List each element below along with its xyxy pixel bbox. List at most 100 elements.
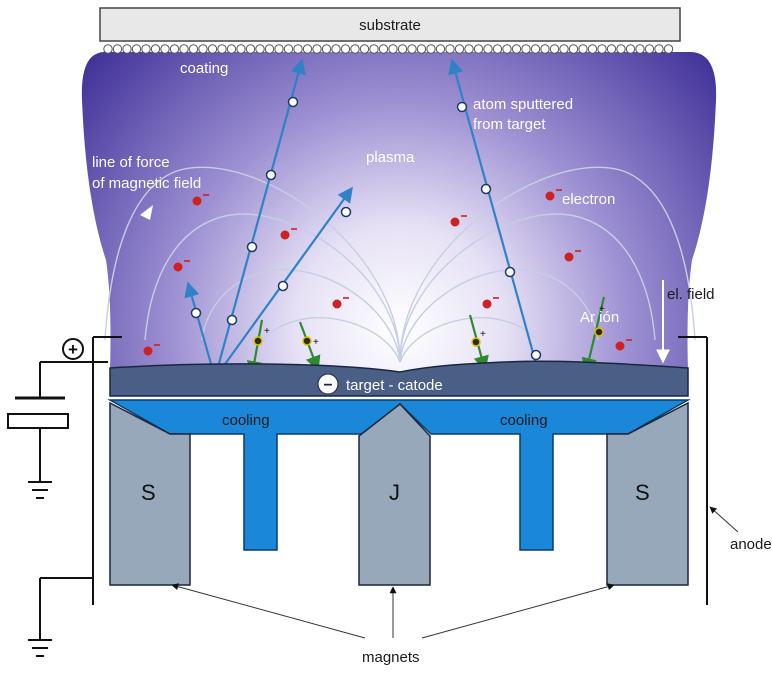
atom-sputtered-label-2: from target bbox=[473, 116, 546, 133]
svg-text:+: + bbox=[599, 304, 605, 315]
coating-atom bbox=[350, 44, 360, 54]
sputtered-atom bbox=[287, 96, 299, 108]
svg-text:+: + bbox=[480, 329, 486, 340]
coating-atom bbox=[473, 44, 484, 54]
coating-atom bbox=[644, 44, 655, 54]
electron-particle bbox=[545, 191, 555, 201]
coating-atom bbox=[635, 44, 645, 54]
coating-atom bbox=[312, 44, 322, 54]
cooling-channel bbox=[107, 399, 691, 551]
sputtered-atom bbox=[246, 241, 258, 253]
plasma-label: plasma bbox=[366, 149, 415, 166]
coating-atom bbox=[331, 44, 341, 54]
electron-particle bbox=[564, 252, 574, 262]
coating-atom bbox=[245, 44, 256, 54]
coating-atom bbox=[663, 44, 674, 54]
sputtered-atom bbox=[226, 314, 238, 326]
magnet-right bbox=[606, 401, 689, 586]
coating-atom bbox=[150, 44, 161, 54]
electron-particle bbox=[192, 196, 202, 206]
argon-ions: + + + + bbox=[253, 304, 605, 348]
coating-atom bbox=[445, 44, 455, 54]
coating-atom bbox=[179, 44, 189, 54]
electron-particle bbox=[173, 262, 183, 272]
coating-atom bbox=[112, 44, 123, 54]
electron-particle bbox=[615, 341, 625, 351]
sputtered-atom bbox=[456, 101, 468, 113]
coating-atom bbox=[426, 44, 436, 54]
sputtered-atom bbox=[277, 280, 289, 292]
field-line-pointer bbox=[140, 205, 153, 220]
coating-atom bbox=[540, 44, 550, 54]
coating-atom bbox=[654, 44, 664, 54]
coating-atom bbox=[549, 44, 560, 54]
electron-particle bbox=[482, 299, 492, 309]
coating-atom bbox=[388, 44, 398, 54]
sputtered-atom bbox=[480, 183, 492, 195]
coating-atom bbox=[302, 44, 313, 54]
sputtered-atom bbox=[504, 266, 516, 278]
coating-atom bbox=[625, 44, 636, 54]
anode-label: anode bbox=[730, 536, 772, 553]
electrons bbox=[143, 189, 632, 356]
magnets-label: magnets bbox=[362, 649, 420, 666]
coating-label: coating bbox=[180, 60, 228, 77]
coating-atom bbox=[521, 44, 531, 54]
coating-atom bbox=[141, 44, 151, 54]
sputtered-atom bbox=[265, 169, 277, 181]
svg-text:+: + bbox=[313, 337, 319, 348]
ar-ion-label: Ar ión bbox=[580, 309, 619, 326]
line-of-force-label-2: of magnetic field bbox=[92, 175, 201, 192]
coating-atom bbox=[131, 44, 142, 54]
coating-atom bbox=[321, 44, 332, 54]
coating-atom bbox=[369, 44, 379, 54]
sputtered-atom bbox=[190, 307, 202, 319]
electron-particle bbox=[280, 230, 290, 240]
magnet-right-label: S bbox=[635, 480, 650, 505]
coating-atom bbox=[378, 44, 389, 54]
magnet-left-label: S bbox=[141, 480, 156, 505]
coating-atom bbox=[483, 44, 493, 54]
coating-atom bbox=[160, 44, 170, 54]
coating-atom bbox=[492, 44, 503, 54]
coating-atom bbox=[207, 44, 218, 54]
coating-atom bbox=[606, 44, 617, 54]
coating-atom bbox=[597, 44, 607, 54]
coating-atom bbox=[198, 44, 208, 54]
coating-atom bbox=[568, 44, 579, 54]
atom-path-1 bbox=[213, 58, 306, 379]
coating-atom bbox=[359, 44, 370, 54]
coating-atom bbox=[435, 44, 446, 54]
coating-atom bbox=[217, 44, 227, 54]
atom-path-4 bbox=[448, 58, 542, 379]
sputtered-atoms bbox=[190, 96, 542, 361]
coating-atom bbox=[274, 44, 284, 54]
plus-sign-icon bbox=[62, 338, 84, 360]
electron-label: electron bbox=[562, 191, 615, 208]
coating-atom bbox=[226, 44, 237, 54]
atom-sputtered-label-1: atom sputtered bbox=[473, 96, 573, 113]
plus-sign-text: + bbox=[68, 340, 78, 359]
coating-atom bbox=[293, 44, 303, 54]
coating-atom bbox=[464, 44, 474, 54]
anode-callout-line bbox=[709, 506, 739, 533]
coating-atom bbox=[283, 44, 294, 54]
coating-atom bbox=[236, 44, 246, 54]
electron-particle bbox=[143, 346, 153, 356]
coating-atom bbox=[169, 44, 180, 54]
sputtered-atom bbox=[340, 206, 352, 218]
coating-atom bbox=[255, 44, 265, 54]
magnet-left bbox=[109, 401, 191, 586]
coating-atom bbox=[416, 44, 427, 54]
coating-atom bbox=[502, 44, 512, 54]
coating-atom bbox=[122, 44, 132, 54]
magnets-callout-lines bbox=[171, 583, 615, 639]
coating-atom bbox=[407, 44, 417, 54]
atom-path-3 bbox=[184, 281, 217, 379]
coating-atom bbox=[340, 44, 351, 54]
cooling-label-right: cooling bbox=[500, 412, 548, 429]
cooling-label-left: cooling bbox=[222, 412, 270, 429]
coating-atom bbox=[264, 44, 275, 54]
coating-layer bbox=[103, 44, 674, 54]
substrate-label: substrate bbox=[359, 17, 421, 34]
